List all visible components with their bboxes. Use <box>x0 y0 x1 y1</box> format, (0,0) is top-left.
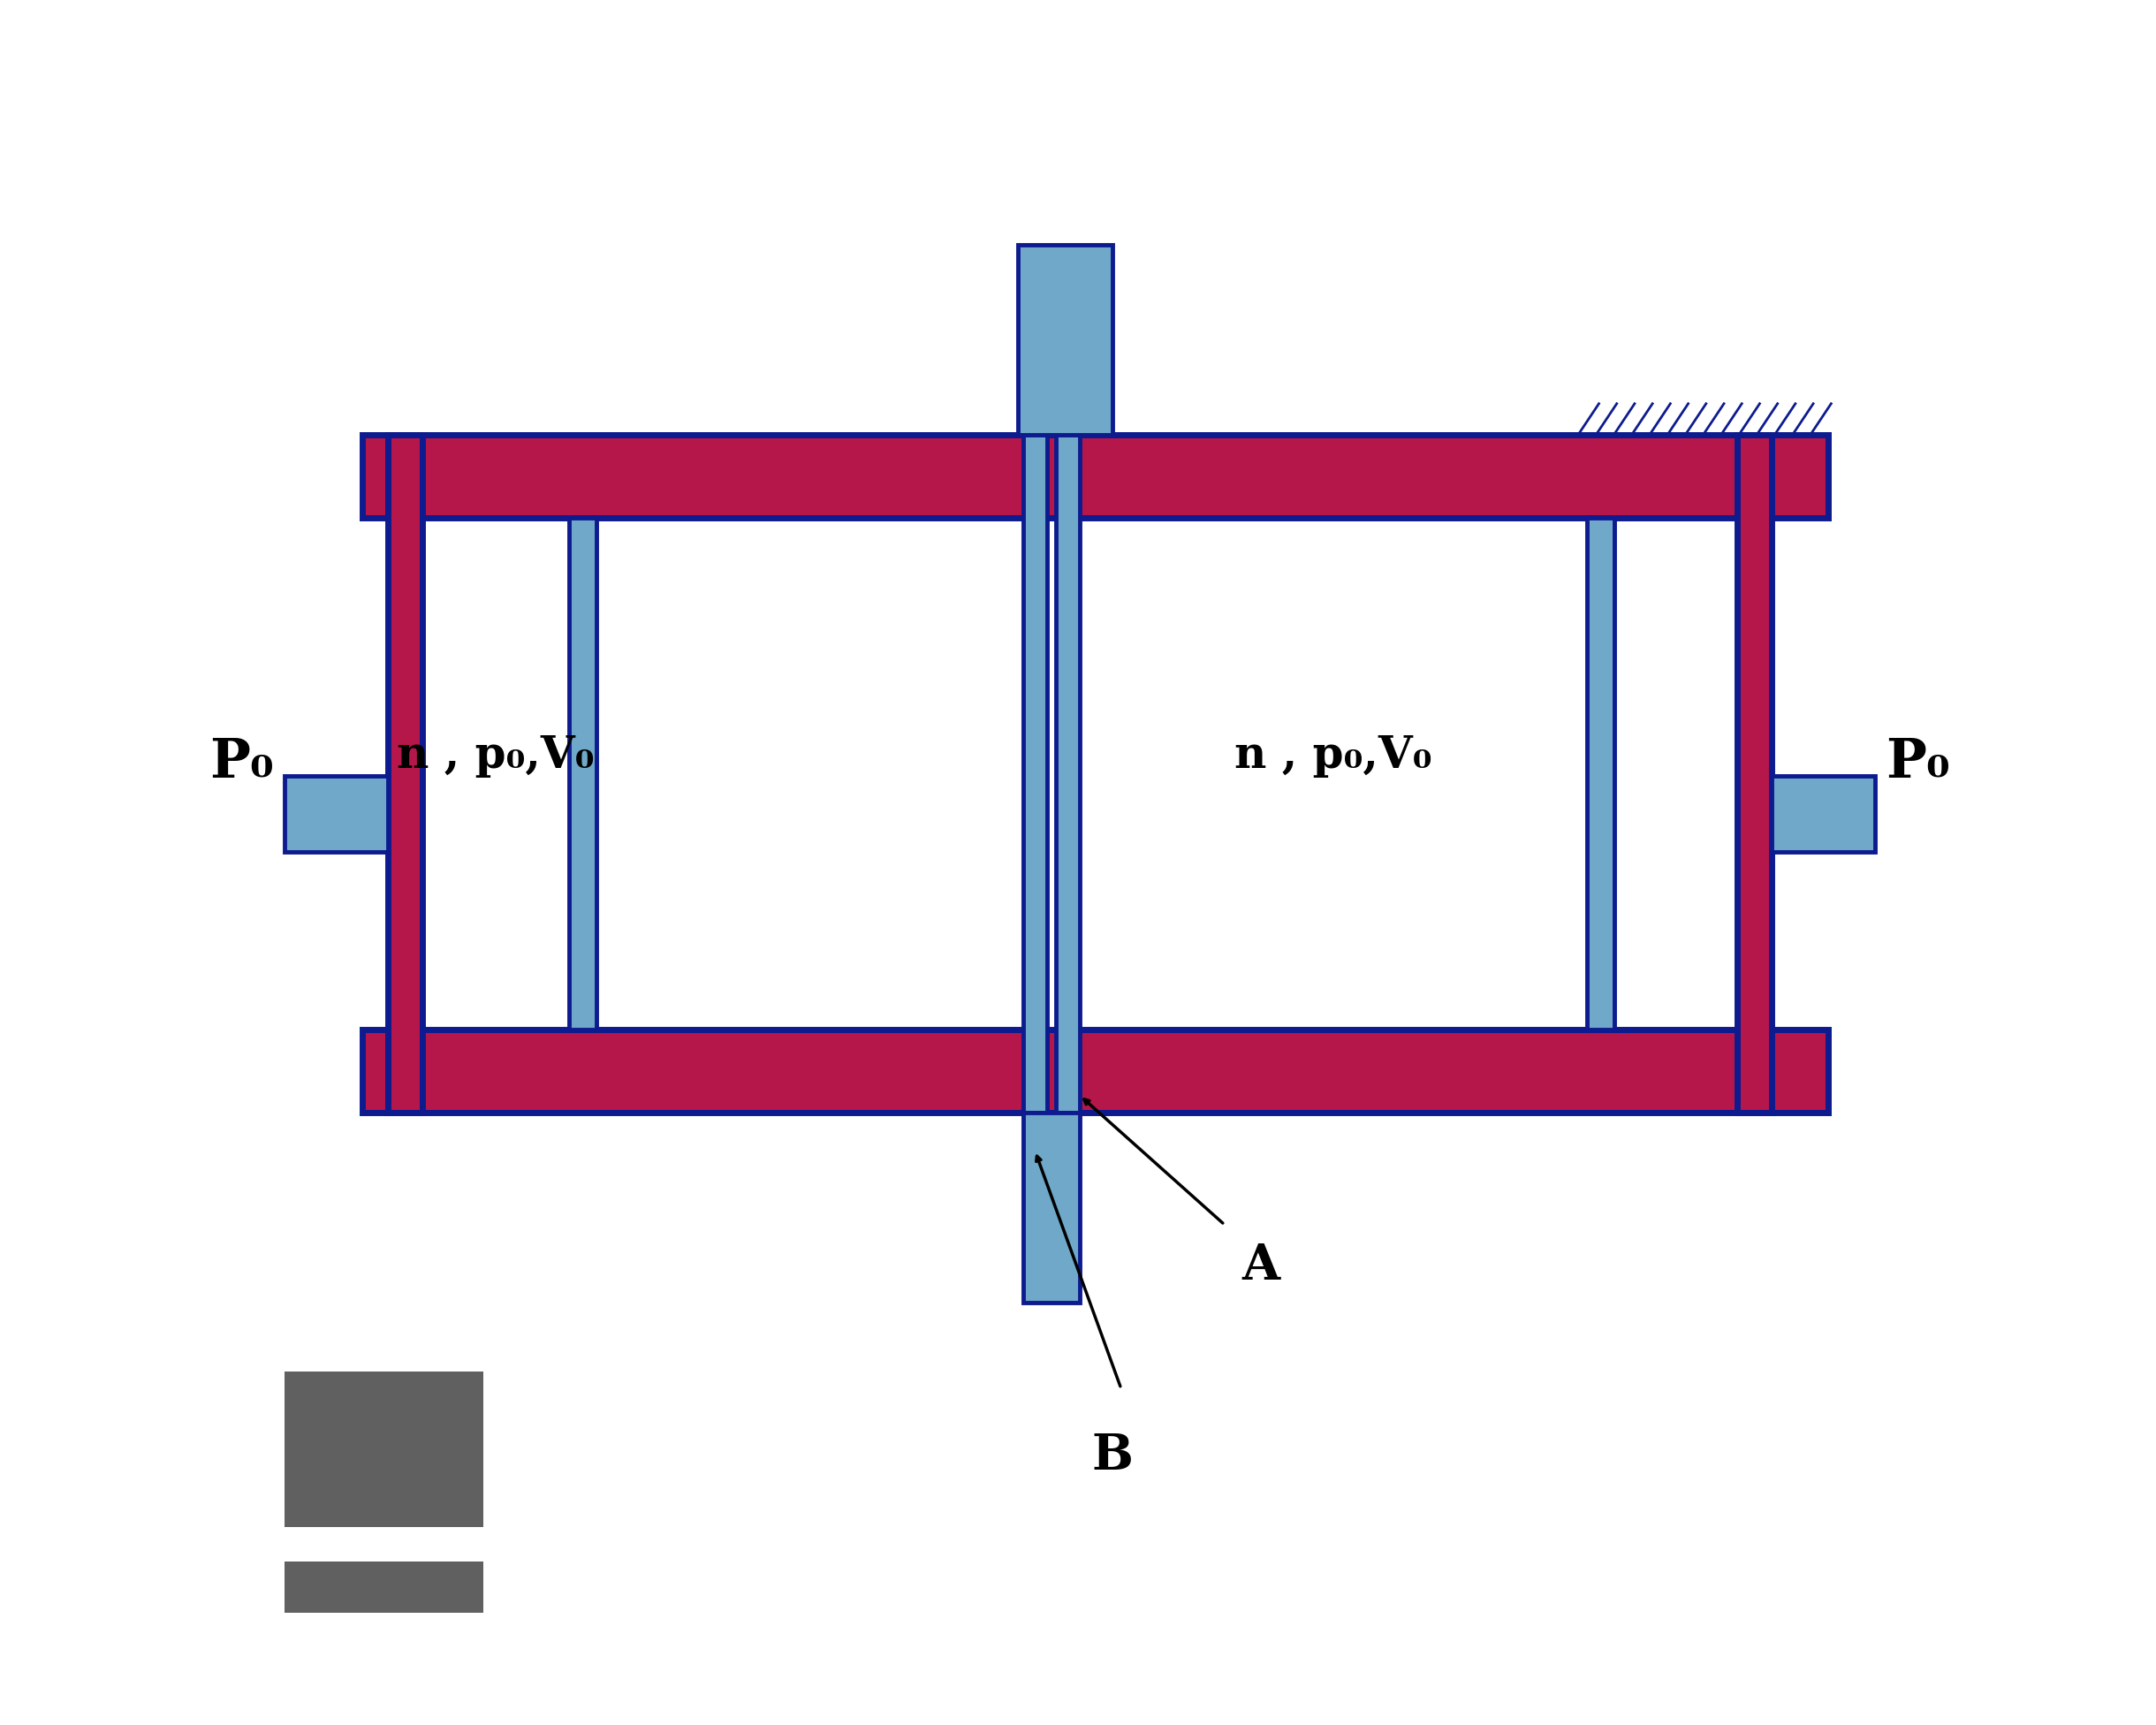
Bar <box>285 1561 483 1613</box>
Bar <box>1018 245 1112 435</box>
Bar <box>285 1371 483 1527</box>
Bar <box>362 435 1828 517</box>
Bar <box>1022 1113 1080 1302</box>
Bar <box>388 435 423 1113</box>
Bar <box>1772 776 1876 852</box>
Bar <box>1738 435 1772 1113</box>
Text: n , p₀,V₀: n , p₀,V₀ <box>397 735 595 778</box>
Bar <box>1056 435 1080 1113</box>
Bar <box>1022 435 1048 1113</box>
Bar <box>569 518 597 1030</box>
Text: B: B <box>1091 1432 1134 1480</box>
Text: P₀: P₀ <box>209 737 274 788</box>
Text: n , p₀,V₀: n , p₀,V₀ <box>1235 735 1432 778</box>
Text: P₀: P₀ <box>1886 737 1951 788</box>
Text: A: A <box>1242 1242 1281 1290</box>
Bar <box>285 776 388 852</box>
Bar <box>362 1030 1828 1113</box>
Bar <box>1587 518 1615 1030</box>
